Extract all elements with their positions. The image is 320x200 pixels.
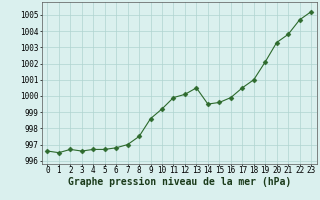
X-axis label: Graphe pression niveau de la mer (hPa): Graphe pression niveau de la mer (hPa) [68, 176, 291, 187]
